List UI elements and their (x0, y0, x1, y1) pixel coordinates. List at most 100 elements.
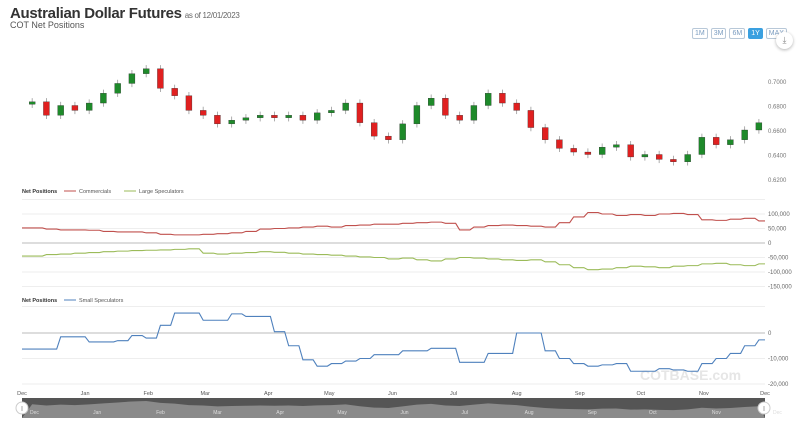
candle (670, 159, 677, 162)
commercials-line (22, 212, 765, 236)
candle (371, 122, 378, 137)
candle (641, 154, 649, 158)
range-6m-button[interactable]: 6M (729, 28, 746, 39)
candle (513, 102, 520, 111)
candle (114, 83, 121, 94)
navigator-label: Dec (773, 410, 782, 416)
candle (71, 105, 79, 111)
x-tick-label: Jul (450, 391, 457, 397)
legend-title: Net Positions (22, 298, 57, 304)
small-tick-label: -20,000 (768, 382, 789, 388)
x-tick-label: Aug (512, 391, 522, 397)
navigator-label: Nov (712, 410, 721, 416)
x-tick-label: Nov (699, 391, 709, 397)
candle (741, 129, 748, 140)
navigator-left-handle[interactable] (15, 401, 29, 415)
candle (627, 144, 634, 158)
as-of-date: as of 12/01/2023 (184, 11, 240, 20)
range-3m-button[interactable]: 3M (710, 28, 727, 39)
small-tick-label: -10,000 (768, 357, 789, 363)
candle (43, 101, 50, 116)
navigator-label: Jun (400, 410, 408, 416)
x-tick-label: Sep (575, 391, 585, 397)
navigator-label: Oct (649, 410, 657, 416)
x-tick-label: Dec (760, 391, 770, 397)
candle (727, 139, 734, 145)
candle (143, 68, 150, 74)
x-tick-label: May (324, 391, 335, 397)
candle (527, 110, 535, 128)
candle (328, 110, 335, 114)
navigator-label: Feb (156, 410, 165, 416)
range-1m-button[interactable]: 1M (692, 28, 708, 39)
navigator-label: Sep (588, 410, 597, 416)
candle (399, 123, 406, 140)
legend-label: Small Speculators (79, 298, 124, 304)
candle (356, 102, 364, 123)
candle (556, 139, 563, 149)
candle (655, 154, 663, 160)
range-1y-button[interactable]: 1Y (748, 28, 763, 39)
small-speculators-line (22, 312, 765, 372)
candle (100, 93, 107, 104)
net-tick-label: 0 (768, 241, 772, 247)
net-tick-label: -100,000 (768, 270, 792, 276)
candle (470, 105, 478, 121)
candle (485, 93, 492, 106)
legend-title: Net Positions (22, 189, 57, 195)
x-tick-label: Dec (17, 391, 27, 397)
price-tick-label: 0.7000 (768, 80, 787, 86)
navigator-series (22, 401, 765, 418)
navigator-label: Apr (276, 410, 284, 416)
candle (214, 115, 221, 125)
price-tick-label: 0.6200 (768, 178, 787, 184)
download-button[interactable]: ⤓ (776, 32, 793, 49)
watermark: COTBASE.com (640, 367, 741, 383)
x-tick-label: Mar (200, 391, 210, 397)
small-tick-label: 0 (768, 331, 772, 337)
candle (285, 115, 292, 118)
navigator-label: Dec (30, 410, 39, 416)
candle (456, 115, 463, 121)
candle (428, 98, 435, 106)
x-tick-label: Apr (264, 391, 273, 397)
legend-label: Large Speculators (139, 189, 184, 195)
download-icon: ⤓ (782, 35, 787, 45)
candle (157, 68, 164, 89)
candle (271, 115, 278, 118)
candle (242, 117, 250, 121)
candle (684, 154, 691, 162)
candle (442, 98, 449, 116)
candle (755, 122, 763, 131)
candle (342, 102, 349, 111)
navigator-right-handle[interactable] (757, 401, 771, 415)
navigator-label: Mar (213, 410, 222, 416)
x-tick-label: Jun (388, 391, 397, 397)
candle (499, 93, 506, 104)
candle (542, 127, 549, 140)
candle (413, 105, 421, 125)
price-tick-label: 0.6600 (768, 129, 787, 135)
navigator-label: Aug (525, 410, 534, 416)
page-title: Australian Dollar Futures as of 12/01/202… (10, 5, 240, 22)
price-tick-label: 0.6800 (768, 105, 787, 111)
legend-label: Commercials (79, 189, 111, 195)
candle (613, 144, 620, 148)
net-tick-label: 100,000 (768, 212, 790, 218)
candle (200, 110, 207, 116)
page-subtitle: COT Net Positions (10, 20, 85, 30)
candle (299, 115, 307, 121)
navigator-label: Jul (462, 410, 468, 416)
candle (57, 105, 64, 116)
grip-icon: || (763, 406, 766, 412)
navigator-label: Jan (93, 410, 101, 416)
candle (385, 135, 392, 140)
candle (185, 95, 193, 111)
candle (257, 115, 264, 118)
candle (86, 102, 93, 111)
candle (171, 88, 178, 96)
net-tick-label: 50,000 (768, 227, 787, 233)
price-tick-label: 0.6400 (768, 154, 787, 160)
